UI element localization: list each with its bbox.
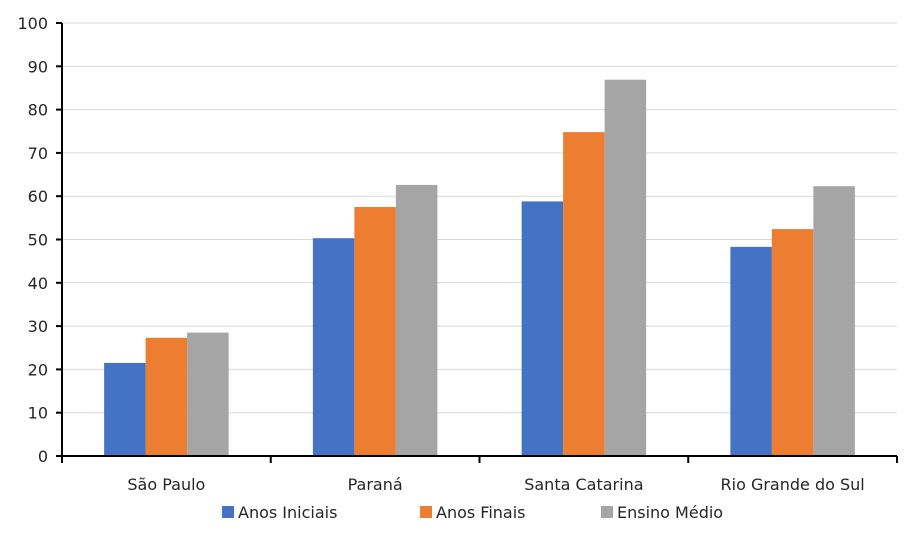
x-category-label: Rio Grande do Sul — [721, 475, 865, 494]
y-tick-label: 30 — [28, 317, 48, 336]
x-category-label: Paraná — [348, 475, 403, 494]
bar-ensino-m-dio — [395, 184, 438, 456]
legend-item: Ensino Médio — [601, 503, 723, 522]
y-tick-label: 70 — [28, 144, 48, 163]
y-tick-label: 90 — [28, 57, 48, 76]
legend-label: Anos Finais — [436, 503, 526, 522]
legend-swatch — [222, 506, 234, 518]
axis-labels: 0 10 20 30 40 50 60 70 80 90 100 São Paulo Paraná San… — [17, 14, 864, 494]
legend-swatch — [420, 506, 432, 518]
bar-anos-iniciais — [521, 201, 564, 456]
legend-label: Anos Iniciais — [238, 503, 337, 522]
x-category-label: São Paulo — [127, 475, 205, 494]
y-tick-label: 60 — [28, 187, 48, 206]
y-tick-label: 80 — [28, 101, 48, 120]
y-tick-label: 50 — [28, 231, 48, 250]
bar-ensino-m-dio — [187, 332, 229, 456]
bar-anos-iniciais — [104, 362, 146, 456]
bar-anos-finais — [354, 207, 396, 456]
y-tick-label: 10 — [28, 404, 48, 423]
bar-anos-finais — [563, 132, 605, 456]
y-tick-label: 20 — [28, 360, 48, 379]
axes — [56, 22, 898, 463]
bar-anos-finais — [145, 337, 188, 456]
bars — [104, 79, 855, 457]
y-tick-label: 40 — [28, 274, 48, 293]
legend-item: Anos Finais — [420, 503, 526, 522]
y-tick-label: 100 — [17, 14, 48, 33]
bar-anos-iniciais — [312, 238, 355, 456]
legend-swatch — [601, 506, 613, 518]
bar-anos-iniciais — [730, 246, 772, 456]
legend: Anos Iniciais Anos Finais Ensino Médio — [222, 503, 723, 522]
bar-ensino-m-dio — [604, 79, 647, 457]
x-category-label: Santa Catarina — [524, 475, 643, 494]
bar-ensino-m-dio — [813, 186, 855, 456]
y-tick-label: 0 — [38, 447, 48, 466]
bar-anos-finais — [771, 229, 814, 456]
legend-item: Anos Iniciais — [222, 503, 337, 522]
legend-label: Ensino Médio — [617, 503, 723, 522]
